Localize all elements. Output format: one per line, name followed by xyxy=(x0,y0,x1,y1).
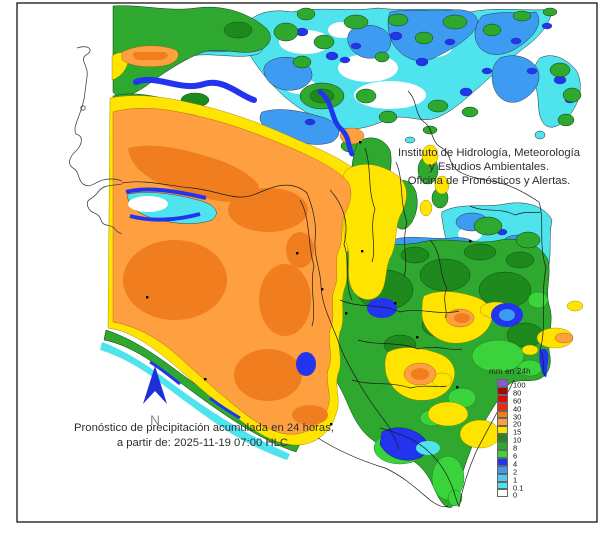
legend-label: 1 xyxy=(513,475,518,485)
legend-swatch xyxy=(497,465,508,474)
legend-scale: 100 80 60 40 30 20 15 10 8 6 4 2 1 0.1 0 xyxy=(497,379,559,500)
rain-band-dark-orange xyxy=(123,52,470,425)
forecast-caption: Pronóstico de precipitación acumulada en… xyxy=(26,421,382,450)
legend-row: 15 xyxy=(497,426,559,437)
legend-swatch xyxy=(497,481,508,490)
legend-row: 2 xyxy=(497,465,559,477)
institute-line-2: y Estudios Ambientales. xyxy=(429,160,549,173)
legend-row: 100 xyxy=(497,379,559,390)
north-arrow-icon xyxy=(143,366,167,404)
forecast-caption-line-1: Pronóstico de precipitación acumulada en… xyxy=(74,422,334,434)
legend-label: 40 xyxy=(513,404,522,414)
legend-swatch xyxy=(497,434,508,443)
legend-swatch xyxy=(497,418,508,427)
legend-row: 0 xyxy=(497,489,559,500)
precipitation-legend: mm en 24h 100 80 60 40 30 20 15 10 8 6 4 2 1 0.1 0 xyxy=(489,367,559,500)
coastline-outline xyxy=(69,46,123,235)
legend-label: 6 xyxy=(513,451,518,461)
legend-row: 80 xyxy=(497,386,559,398)
legend-label: 15 xyxy=(513,427,522,437)
legend-row: 20 xyxy=(497,418,559,429)
legend-row: 40 xyxy=(497,402,559,414)
legend-label: 30 xyxy=(513,412,522,422)
legend-row: 6 xyxy=(497,450,559,461)
north-label: N xyxy=(149,412,161,428)
legend-swatch xyxy=(497,457,508,466)
legend-label: 60 xyxy=(513,396,522,406)
legend-swatch xyxy=(497,442,508,451)
legend-label: 8 xyxy=(513,443,518,453)
legend-label: 0.1 xyxy=(513,483,524,493)
legend-label: 20 xyxy=(513,419,522,429)
legend-label: 2 xyxy=(513,467,518,477)
rain-overlay-details xyxy=(100,76,549,461)
legend-swatch xyxy=(497,489,508,498)
legend-swatch xyxy=(497,450,508,458)
city-markers xyxy=(146,141,472,426)
legend-swatch xyxy=(497,386,508,395)
legend-label: 0 xyxy=(513,490,518,500)
legend-swatch xyxy=(497,473,508,482)
legend-row: 30 xyxy=(497,410,559,422)
legend-label: 10 xyxy=(513,435,522,445)
legend-swatch xyxy=(497,426,508,435)
legend-label: 80 xyxy=(513,388,522,398)
institute-line-3: Oficina de Pronósticos y Alertas. xyxy=(407,174,571,187)
legend-row: 10 xyxy=(497,434,559,445)
legend-row: 1 xyxy=(497,473,559,485)
legend-label: 4 xyxy=(513,459,518,469)
legend-swatch xyxy=(497,410,508,419)
legend-row: 0.1 xyxy=(497,481,559,493)
forecast-caption-line-2: a partir de: 2025-11-19 07:00 HLC. xyxy=(116,436,292,449)
north-indicator: N xyxy=(133,364,177,428)
institute-line-1: Instituto de Hidrología, Meteorología xyxy=(397,147,581,159)
legend-title: mm en 24h xyxy=(489,367,531,376)
institute-caption: Instituto de Hidrología, Meteorología y … xyxy=(368,147,610,188)
legend-swatch xyxy=(497,379,508,387)
legend-swatch xyxy=(497,402,508,411)
legend-swatch xyxy=(497,394,508,403)
legend-row: 4 xyxy=(497,457,559,469)
legend-row: 8 xyxy=(497,442,559,453)
legend-row: 60 xyxy=(497,394,559,406)
legend-label: 100 xyxy=(513,380,526,390)
